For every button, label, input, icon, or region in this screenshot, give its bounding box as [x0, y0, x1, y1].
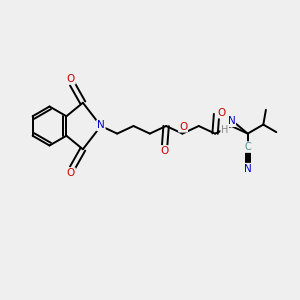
Text: O: O [218, 108, 226, 118]
Text: O: O [67, 74, 75, 84]
Text: N: N [244, 164, 252, 174]
Text: O: O [160, 146, 169, 156]
Text: O: O [67, 168, 75, 178]
Text: N: N [97, 120, 105, 130]
Text: C: C [244, 142, 251, 152]
Text: O: O [179, 122, 187, 132]
Text: H: H [221, 124, 229, 135]
Text: N: N [227, 116, 235, 126]
